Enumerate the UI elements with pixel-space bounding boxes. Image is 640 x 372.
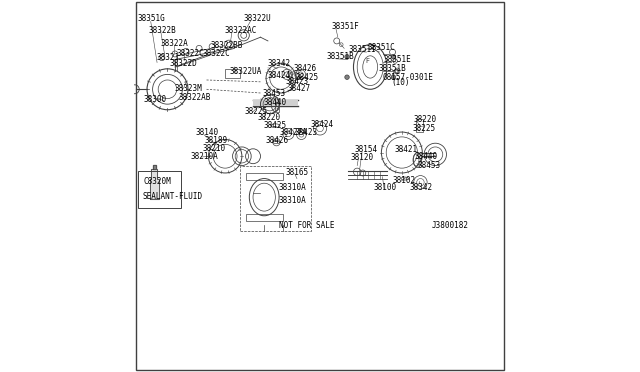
Text: 38140: 38140 (195, 128, 218, 137)
Text: 08157-0301E: 08157-0301E (382, 73, 433, 81)
Text: 38423: 38423 (294, 128, 318, 137)
Text: 38453: 38453 (262, 89, 285, 98)
Circle shape (345, 75, 349, 80)
Text: 38322U: 38322U (244, 14, 271, 23)
Text: 38210: 38210 (202, 144, 225, 153)
Text: 38322BB: 38322BB (211, 41, 243, 50)
Text: 38100: 38100 (374, 183, 397, 192)
Text: SEALANT-FLUID: SEALANT-FLUID (142, 192, 202, 201)
Circle shape (391, 55, 396, 59)
Text: 38300: 38300 (143, 95, 166, 104)
Text: 38189: 38189 (205, 136, 228, 145)
Text: 38210A: 38210A (191, 153, 218, 161)
Text: 38426: 38426 (293, 64, 316, 73)
Text: 38421: 38421 (394, 145, 417, 154)
Text: 38351C: 38351C (367, 43, 395, 52)
Text: 38322AB: 38322AB (179, 93, 211, 102)
Circle shape (391, 75, 396, 80)
Text: 38322B: 38322B (149, 26, 177, 35)
Polygon shape (150, 169, 159, 199)
Text: 38220: 38220 (257, 113, 280, 122)
Text: 38453: 38453 (417, 161, 440, 170)
Text: 38323M: 38323M (174, 84, 202, 93)
Text: 38351E: 38351E (384, 55, 412, 64)
Text: 38427: 38427 (287, 84, 310, 93)
Circle shape (345, 55, 349, 59)
Bar (225, 69, 240, 78)
Text: 38225: 38225 (245, 107, 268, 116)
Text: 38440: 38440 (264, 98, 287, 107)
Text: 38425: 38425 (263, 121, 286, 130)
Text: 38427A: 38427A (279, 128, 307, 137)
Text: J3800182: J3800182 (431, 221, 468, 230)
Text: 38440: 38440 (415, 153, 438, 161)
Text: 38424: 38424 (268, 71, 291, 80)
Text: 38322UA: 38322UA (230, 67, 262, 76)
Text: F: F (365, 58, 369, 64)
Bar (416, 119, 424, 132)
Text: (10): (10) (392, 78, 410, 87)
Text: 38322D: 38322D (170, 59, 197, 68)
Text: 38426: 38426 (266, 136, 289, 145)
Text: 38154: 38154 (354, 145, 378, 154)
Text: 38351I: 38351I (349, 45, 376, 54)
Bar (138, 171, 181, 208)
Text: 38310A: 38310A (278, 183, 306, 192)
Text: 38310A: 38310A (278, 196, 306, 205)
Text: 38424: 38424 (310, 120, 333, 129)
Bar (275, 102, 279, 112)
Bar (253, 100, 298, 106)
Text: 38322AC: 38322AC (224, 26, 257, 35)
Text: 38220: 38220 (413, 115, 437, 124)
Text: 38322A: 38322A (161, 39, 189, 48)
Bar (240, 166, 310, 231)
Text: 38120: 38120 (351, 153, 374, 162)
Text: 38351B: 38351B (379, 64, 406, 73)
Text: 38342: 38342 (267, 59, 291, 68)
Text: 38351F: 38351F (331, 22, 359, 31)
Text: 38342: 38342 (410, 183, 433, 192)
Text: NOT FOR SALE: NOT FOR SALE (279, 221, 335, 230)
Text: 38425: 38425 (296, 73, 319, 82)
Text: 38225: 38225 (412, 124, 435, 133)
Text: 38102: 38102 (392, 176, 415, 185)
Text: 38423: 38423 (286, 77, 309, 86)
Text: 38165: 38165 (286, 168, 309, 177)
Text: 38351B: 38351B (326, 52, 355, 61)
Bar (246, 214, 283, 221)
Text: 38322C: 38322C (203, 49, 230, 58)
Text: 38321: 38321 (156, 53, 179, 62)
Text: B: B (395, 69, 398, 74)
Text: 38351G: 38351G (138, 14, 166, 23)
Text: 38322C: 38322C (176, 49, 204, 58)
Bar (246, 173, 283, 180)
Text: C8320M: C8320M (143, 177, 171, 186)
Polygon shape (152, 165, 156, 169)
